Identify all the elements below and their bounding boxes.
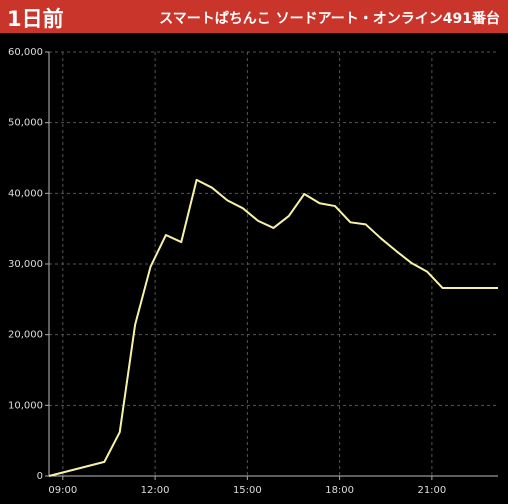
- x-tick-label: 18:00: [325, 485, 354, 496]
- day-badge: 1日前: [7, 7, 64, 31]
- x-tick-label: 12:00: [141, 485, 170, 496]
- header: 1日前 スマートぱちんこ ソードアート・オンライン491番台: [0, 0, 508, 33]
- data-line: [48, 178, 498, 477]
- x-tick-label: 21:00: [417, 485, 446, 496]
- y-tick-label: 50,000: [8, 118, 43, 129]
- machine-title: スマートぱちんこ ソードアート・オンライン491番台: [159, 11, 500, 27]
- y-tick-label: 0: [37, 471, 43, 482]
- x-tick-label: 15:00: [233, 485, 262, 496]
- y-tick-label: 30,000: [8, 259, 43, 270]
- y-tick-label: 60,000: [8, 47, 43, 58]
- y-tick-label: 40,000: [8, 188, 43, 199]
- y-tick-label: 20,000: [8, 330, 43, 341]
- x-tick-label: 09:00: [48, 485, 77, 496]
- y-tick-label: 10,000: [8, 400, 43, 411]
